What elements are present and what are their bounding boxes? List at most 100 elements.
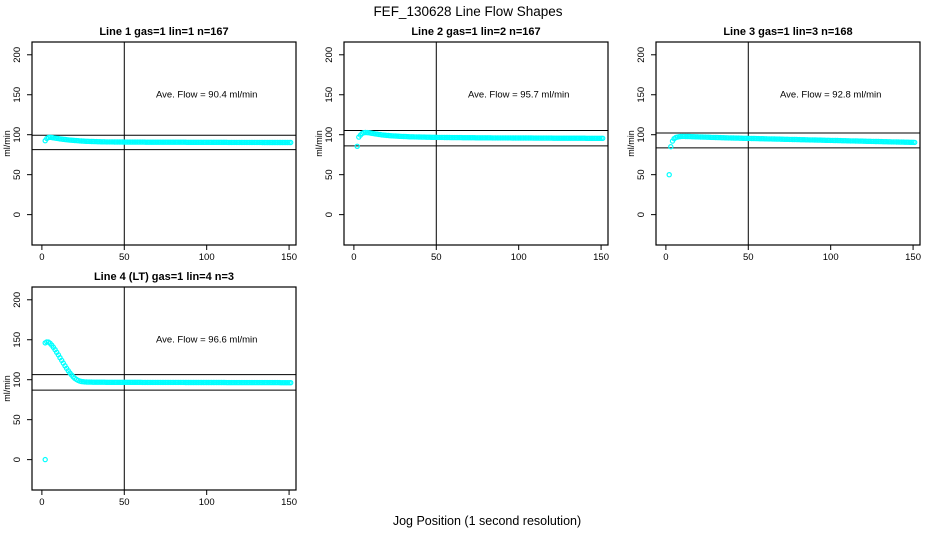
data-point — [184, 139, 190, 146]
data-point — [218, 379, 225, 386]
data-point — [400, 133, 407, 140]
data-points — [42, 339, 294, 463]
data-point — [274, 379, 281, 386]
data-point — [139, 139, 146, 145]
data-point — [542, 135, 548, 141]
data-point — [42, 456, 48, 463]
data-points — [354, 129, 606, 150]
data-point — [407, 134, 413, 140]
data-point — [794, 136, 801, 143]
data-point — [908, 139, 915, 146]
data-point — [524, 135, 530, 141]
data-point — [184, 379, 190, 386]
data-point — [95, 138, 101, 145]
data-point — [212, 139, 218, 146]
panel-title: Line 1 gas=1 lin=1 n=167 — [99, 26, 228, 38]
data-point — [489, 135, 495, 141]
data-point — [205, 139, 211, 146]
data-point — [174, 139, 180, 145]
data-point — [451, 134, 458, 141]
data-point — [902, 139, 908, 145]
data-point — [537, 135, 543, 141]
data-point — [578, 135, 584, 141]
x-tick-label: 150 — [281, 252, 297, 263]
data-point — [527, 135, 533, 141]
data-point — [473, 135, 479, 141]
data-point — [684, 133, 691, 140]
data-point — [431, 134, 438, 141]
data-point — [142, 379, 149, 386]
data-point — [109, 379, 116, 386]
panel-title: Line 4 (LT) gas=1 lin=4 n=3 — [94, 271, 234, 283]
data-point — [142, 139, 149, 145]
data-point — [105, 139, 111, 145]
x-tick-label: 0 — [39, 252, 44, 263]
data-point — [750, 135, 756, 142]
data-point — [250, 379, 256, 386]
data-point — [177, 139, 183, 145]
data-point — [666, 171, 672, 178]
y-tick-label: 50 — [12, 169, 23, 180]
data-point — [236, 379, 243, 386]
data-point — [438, 134, 444, 141]
data-point — [174, 379, 180, 386]
avg-flow-annotation: Ave. Flow = 90.4 ml/min — [156, 90, 257, 101]
data-point — [177, 379, 183, 386]
data-point — [510, 135, 517, 141]
data-point — [253, 379, 259, 386]
data-point — [517, 135, 523, 141]
data-point — [435, 134, 441, 141]
data-point — [113, 379, 119, 386]
panel-title: Line 2 gas=1 lin=2 n=167 — [411, 26, 540, 38]
data-point — [753, 135, 760, 142]
data-point — [113, 139, 119, 145]
data-point — [740, 135, 747, 142]
data-point — [225, 379, 231, 386]
data-point — [504, 135, 510, 141]
data-point — [88, 138, 95, 145]
x-tick-label: 50 — [431, 252, 442, 263]
figure-title: FEF_130628 Line Flow Shapes — [373, 4, 563, 19]
data-point — [154, 379, 160, 386]
x-tick-label: 150 — [593, 252, 609, 263]
data-point — [225, 139, 231, 146]
x-tick-label: 0 — [351, 252, 356, 263]
x-tick-label: 0 — [663, 252, 668, 263]
data-point — [157, 379, 164, 386]
data-point — [288, 139, 294, 146]
data-point — [898, 139, 905, 145]
data-point — [192, 139, 198, 146]
data-point — [593, 135, 599, 142]
data-point — [256, 379, 263, 386]
line-flow-chart: 0 50 100 150 0 50 100 150 200 ml/min Line 3 gas=1 … — [626, 26, 921, 263]
data-point — [880, 138, 887, 145]
data-point — [600, 135, 606, 142]
panel-line-1: 0 50 100 150 0 50 100 150 200 ml/min Line 1 gas=1 … — [0, 22, 312, 267]
x-tick-label: 50 — [743, 252, 754, 263]
data-point — [274, 139, 281, 146]
y-axis-label: ml/min — [2, 130, 12, 157]
data-point — [202, 139, 208, 146]
data-point — [233, 139, 239, 146]
x-tick-label: 100 — [511, 252, 527, 263]
data-point — [425, 134, 431, 140]
y-tick-label: 0 — [636, 212, 647, 217]
data-point — [890, 139, 896, 145]
data-point — [819, 137, 826, 143]
data-point — [218, 139, 225, 146]
data-point — [278, 379, 284, 386]
data-point — [271, 379, 277, 386]
data-point — [715, 134, 722, 141]
data-point — [192, 379, 198, 386]
data-point — [236, 139, 243, 146]
data-point — [499, 135, 505, 141]
data-point — [253, 139, 259, 146]
data-point — [565, 135, 571, 141]
data-point — [246, 139, 253, 146]
data-point — [126, 139, 132, 145]
data-point — [91, 138, 98, 145]
data-point — [733, 135, 740, 141]
data-point — [568, 135, 575, 141]
data-point — [278, 139, 284, 146]
